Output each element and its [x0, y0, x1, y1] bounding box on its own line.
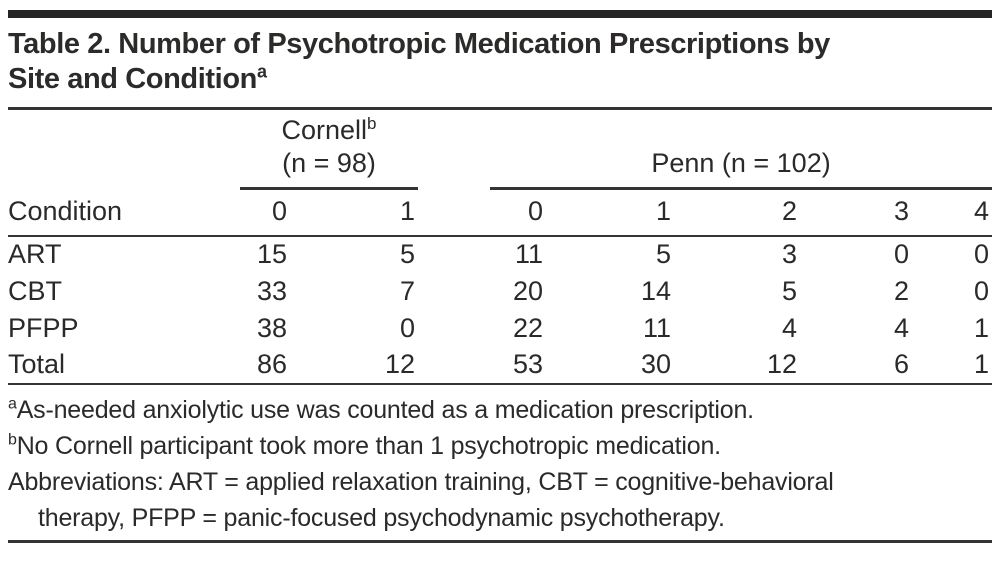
cell: 11: [642, 312, 672, 343]
footnote-b: bNo Cornell participant took more than 1…: [8, 428, 992, 464]
footnote-b-text: No Cornell participant took more than 1 …: [16, 431, 721, 460]
cell: 4: [781, 312, 798, 343]
cell: 0: [893, 239, 910, 269]
col-header-cornell-1: 1: [290, 188, 419, 237]
penn-group-label: Penn (n = 102): [651, 148, 831, 178]
cell: 12: [290, 346, 419, 385]
empty-corner-cell: [8, 110, 240, 189]
footnote-abbreviations: Abbreviations: ART = applied relaxation …: [8, 467, 834, 496]
prescriptions-table: Cornellb (n = 98) Penn (n = 102) Conditi…: [8, 110, 993, 385]
col-header-condition: Condition: [8, 188, 240, 237]
table-figure: Table 2. Number of Psychotropic Medicati…: [0, 10, 1000, 543]
cell: 1: [974, 312, 990, 343]
col-header-cornell-0: 0: [240, 188, 290, 237]
column-group-penn: Penn (n = 102): [490, 110, 993, 190]
table-title-line1: Table 2. Number of Psychotropic Medicati…: [8, 28, 830, 60]
footnote-a: aAs-needed anxiolytic use was counted as…: [8, 392, 992, 428]
table-row-art: ART 15 5 11 5 3 0 0: [8, 236, 992, 273]
cornell-footnote-marker: b: [367, 114, 377, 133]
spacer-cell: [418, 346, 491, 385]
table-title: Table 2. Number of Psychotropic Medicati…: [8, 27, 992, 97]
row-label: CBT: [8, 275, 62, 306]
row-label: PFPP: [8, 312, 79, 343]
cell: 1: [912, 346, 993, 385]
col-header-penn-0: 0: [490, 188, 547, 237]
footnote-abbreviations-continued: therapy, PFPP = panic-focused psychodyna…: [38, 503, 725, 532]
cell: 7: [399, 275, 416, 306]
cell: 4: [893, 312, 910, 343]
footnotes: aAs-needed anxiolytic use was counted as…: [8, 390, 992, 536]
col-header-penn-1: 1: [546, 188, 675, 237]
top-accent-bar: [8, 10, 992, 18]
cell: 0: [974, 239, 990, 269]
cornell-group-n: (n = 98): [282, 148, 376, 178]
cell: 22: [512, 312, 544, 343]
row-label: Total: [8, 346, 240, 385]
table-row-pfpp: PFPP 38 0 22 11 4 4 1: [8, 310, 992, 347]
bottom-divider: [8, 539, 992, 543]
cell: 11: [514, 239, 544, 269]
column-group-row: Cornellb (n = 98) Penn (n = 102): [8, 110, 993, 190]
cell: 0: [399, 312, 416, 343]
footnote-a-text: As-needed anxiolytic use was counted as …: [16, 395, 754, 424]
cell: 12: [674, 346, 801, 385]
spacer-cell: [418, 236, 490, 273]
cornell-group-label: Cornellb: [240, 114, 418, 147]
col-header-penn-2: 2: [674, 188, 801, 237]
spacer-cell: [418, 310, 490, 347]
footnote-a-marker: a: [8, 395, 17, 413]
cell: 15: [256, 239, 287, 269]
cell: 86: [240, 346, 290, 385]
cell: 33: [256, 275, 287, 306]
cell: 5: [655, 239, 672, 269]
cell: 2: [893, 275, 910, 306]
title-footnote-marker: a: [256, 61, 267, 82]
column-group-cornell: Cornellb (n = 98): [240, 110, 419, 190]
cell: 30: [546, 346, 675, 385]
table-title-line2: Site and Condition: [8, 63, 257, 95]
col-header-penn-3: 3: [800, 188, 913, 237]
cell: 14: [640, 275, 672, 306]
spacer-cell: [418, 110, 490, 189]
spacer-cell: [418, 273, 490, 310]
row-label: ART: [8, 239, 62, 269]
cell: 5: [781, 275, 798, 306]
cell: 3: [781, 239, 798, 269]
column-header-row: Condition 0 1 0 1 2 3 4: [8, 188, 993, 237]
col-header-penn-4: 4: [912, 188, 993, 237]
table-row-total: Total 86 12 53 30 12 6 1: [8, 346, 993, 385]
cornell-group-name: Cornell: [281, 115, 368, 145]
cell: 38: [256, 312, 287, 343]
title-divider: [8, 107, 992, 110]
cell: 5: [399, 239, 416, 269]
cell: 0: [974, 275, 990, 306]
spacer-cell: [418, 188, 491, 237]
cell: 6: [800, 346, 913, 385]
table-row-cbt: CBT 33 7 20 14 5 2 0: [8, 273, 992, 310]
footnote-b-marker: b: [8, 431, 17, 449]
cell: 53: [490, 346, 547, 385]
cell: 20: [512, 275, 544, 306]
